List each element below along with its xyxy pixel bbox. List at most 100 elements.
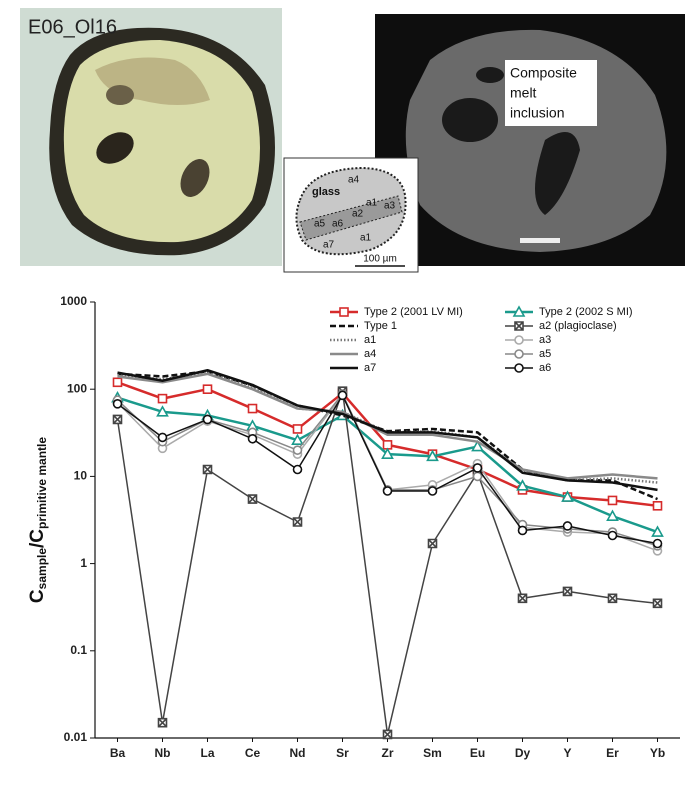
- inset-band: [299, 195, 403, 241]
- marker-circle: [517, 525, 528, 536]
- marker-circle: [652, 538, 663, 549]
- x-tick-label: Eu: [470, 746, 485, 760]
- marker-triangle: [426, 449, 439, 462]
- y-tick-label: 1: [80, 556, 87, 570]
- x-tick-label: Nd: [290, 746, 306, 760]
- sem-label-box: [505, 60, 597, 126]
- marker-circle: [157, 432, 168, 443]
- legend-label: a6: [539, 362, 551, 374]
- y-tick-label: 0.01: [64, 730, 88, 744]
- marker-triangle: [651, 525, 664, 537]
- marker-xsquare: [382, 729, 393, 740]
- marker-triangle: [561, 490, 574, 502]
- marker-xsquare: [427, 538, 438, 549]
- inset-label: a3: [384, 201, 396, 212]
- sem-inclusion: [476, 67, 504, 83]
- marker-xsquare: [652, 598, 663, 609]
- x-tick-label: La: [200, 746, 214, 760]
- marker-xsquare: [292, 517, 303, 527]
- inset-label: a6: [332, 219, 344, 230]
- legend-label: a1: [364, 334, 376, 346]
- inset-label: a5: [314, 219, 326, 230]
- marker-circle: [514, 363, 524, 373]
- sem-inclusion: [442, 98, 498, 142]
- marker-square: [292, 424, 303, 434]
- marker-xsquare: [607, 593, 618, 604]
- y-label-sub: primitive mantle: [35, 437, 49, 529]
- marker-circle: [427, 486, 438, 496]
- marker-xsquare: [562, 586, 573, 597]
- legend-label: a3: [539, 334, 551, 346]
- marker-circle: [514, 349, 524, 359]
- marker-circle: [472, 463, 483, 473]
- legend-label: a4: [364, 348, 376, 360]
- y-label-sub: sample: [35, 548, 49, 590]
- marker-triangle: [606, 509, 619, 521]
- marker-triangle: [512, 305, 526, 317]
- x-tick-label: Sr: [336, 746, 349, 760]
- marker-square: [339, 307, 349, 317]
- inclusion: [106, 85, 134, 105]
- marker-square: [247, 403, 258, 414]
- marker-square: [202, 384, 213, 395]
- x-tick-label: Zr: [382, 746, 394, 760]
- series-line: [117, 396, 658, 534]
- inset-label: glass: [312, 186, 340, 198]
- marker-circle: [337, 390, 348, 401]
- sem-label: Composite: [510, 65, 577, 81]
- marker-circle: [292, 445, 303, 455]
- y-tick-label: 1000: [60, 294, 87, 308]
- inset-label: a2: [352, 209, 364, 220]
- y-tick-label: 0.1: [70, 643, 87, 657]
- x-tick-label: Y: [563, 746, 571, 760]
- legend-label: Type 2 (2002 S MI): [539, 306, 633, 318]
- x-tick-label: Ba: [110, 746, 126, 760]
- inset-label: a4: [348, 175, 360, 186]
- sem-crystal: [405, 29, 667, 252]
- sem-inclusion: [535, 132, 580, 215]
- marker-circle: [472, 471, 483, 482]
- sem-label: melt: [510, 85, 537, 101]
- inclusion: [96, 132, 134, 164]
- sem-image: Composite melt inclusion: [375, 14, 685, 266]
- marker-xsquare: [517, 593, 528, 604]
- x-tick-label: Ce: [245, 746, 261, 760]
- inset-scale-label: 100 µm: [363, 254, 397, 265]
- y-tick-label: 100: [67, 381, 87, 395]
- x-tick-label: Nb: [155, 746, 171, 760]
- legend-label: Type 2 (2001 LV MI): [364, 306, 463, 318]
- marker-square: [652, 501, 663, 511]
- marker-triangle: [156, 405, 169, 417]
- marker-square: [157, 393, 168, 404]
- y-tick-label: 10: [74, 469, 88, 483]
- marker-circle: [562, 521, 573, 531]
- marker-xsquare: [157, 717, 168, 728]
- legend-label: a2 (plagioclase): [539, 320, 617, 332]
- inset-label: a1: [366, 198, 378, 209]
- marker-xsquare: [247, 494, 258, 504]
- marker-xsquare: [202, 464, 213, 475]
- series-line: [117, 371, 658, 484]
- inset-label: a7: [323, 240, 335, 251]
- inset-label: a1: [360, 233, 372, 244]
- legend-label: a5: [539, 348, 551, 360]
- x-tick-label: Sm: [423, 746, 442, 760]
- y-label-part: /C: [27, 529, 48, 548]
- marker-square: [112, 377, 123, 388]
- marker-circle: [247, 433, 258, 444]
- sem-scale-bar: [520, 238, 560, 243]
- sem-label: inclusion: [510, 105, 564, 121]
- marker-circle: [112, 399, 123, 409]
- y-axis-label: Csample/Cprimitive mantle: [27, 437, 49, 603]
- inclusion: [180, 159, 210, 197]
- series-line: [117, 372, 658, 480]
- x-tick-label: Yb: [650, 746, 665, 760]
- micrograph: E06_Ol16: [20, 8, 282, 266]
- marker-triangle: [516, 479, 529, 491]
- y-label-part: C: [27, 589, 48, 603]
- legend-label: Type 1: [364, 320, 397, 332]
- marker-circle: [514, 335, 524, 345]
- sample-label: E06_Ol16: [28, 16, 117, 38]
